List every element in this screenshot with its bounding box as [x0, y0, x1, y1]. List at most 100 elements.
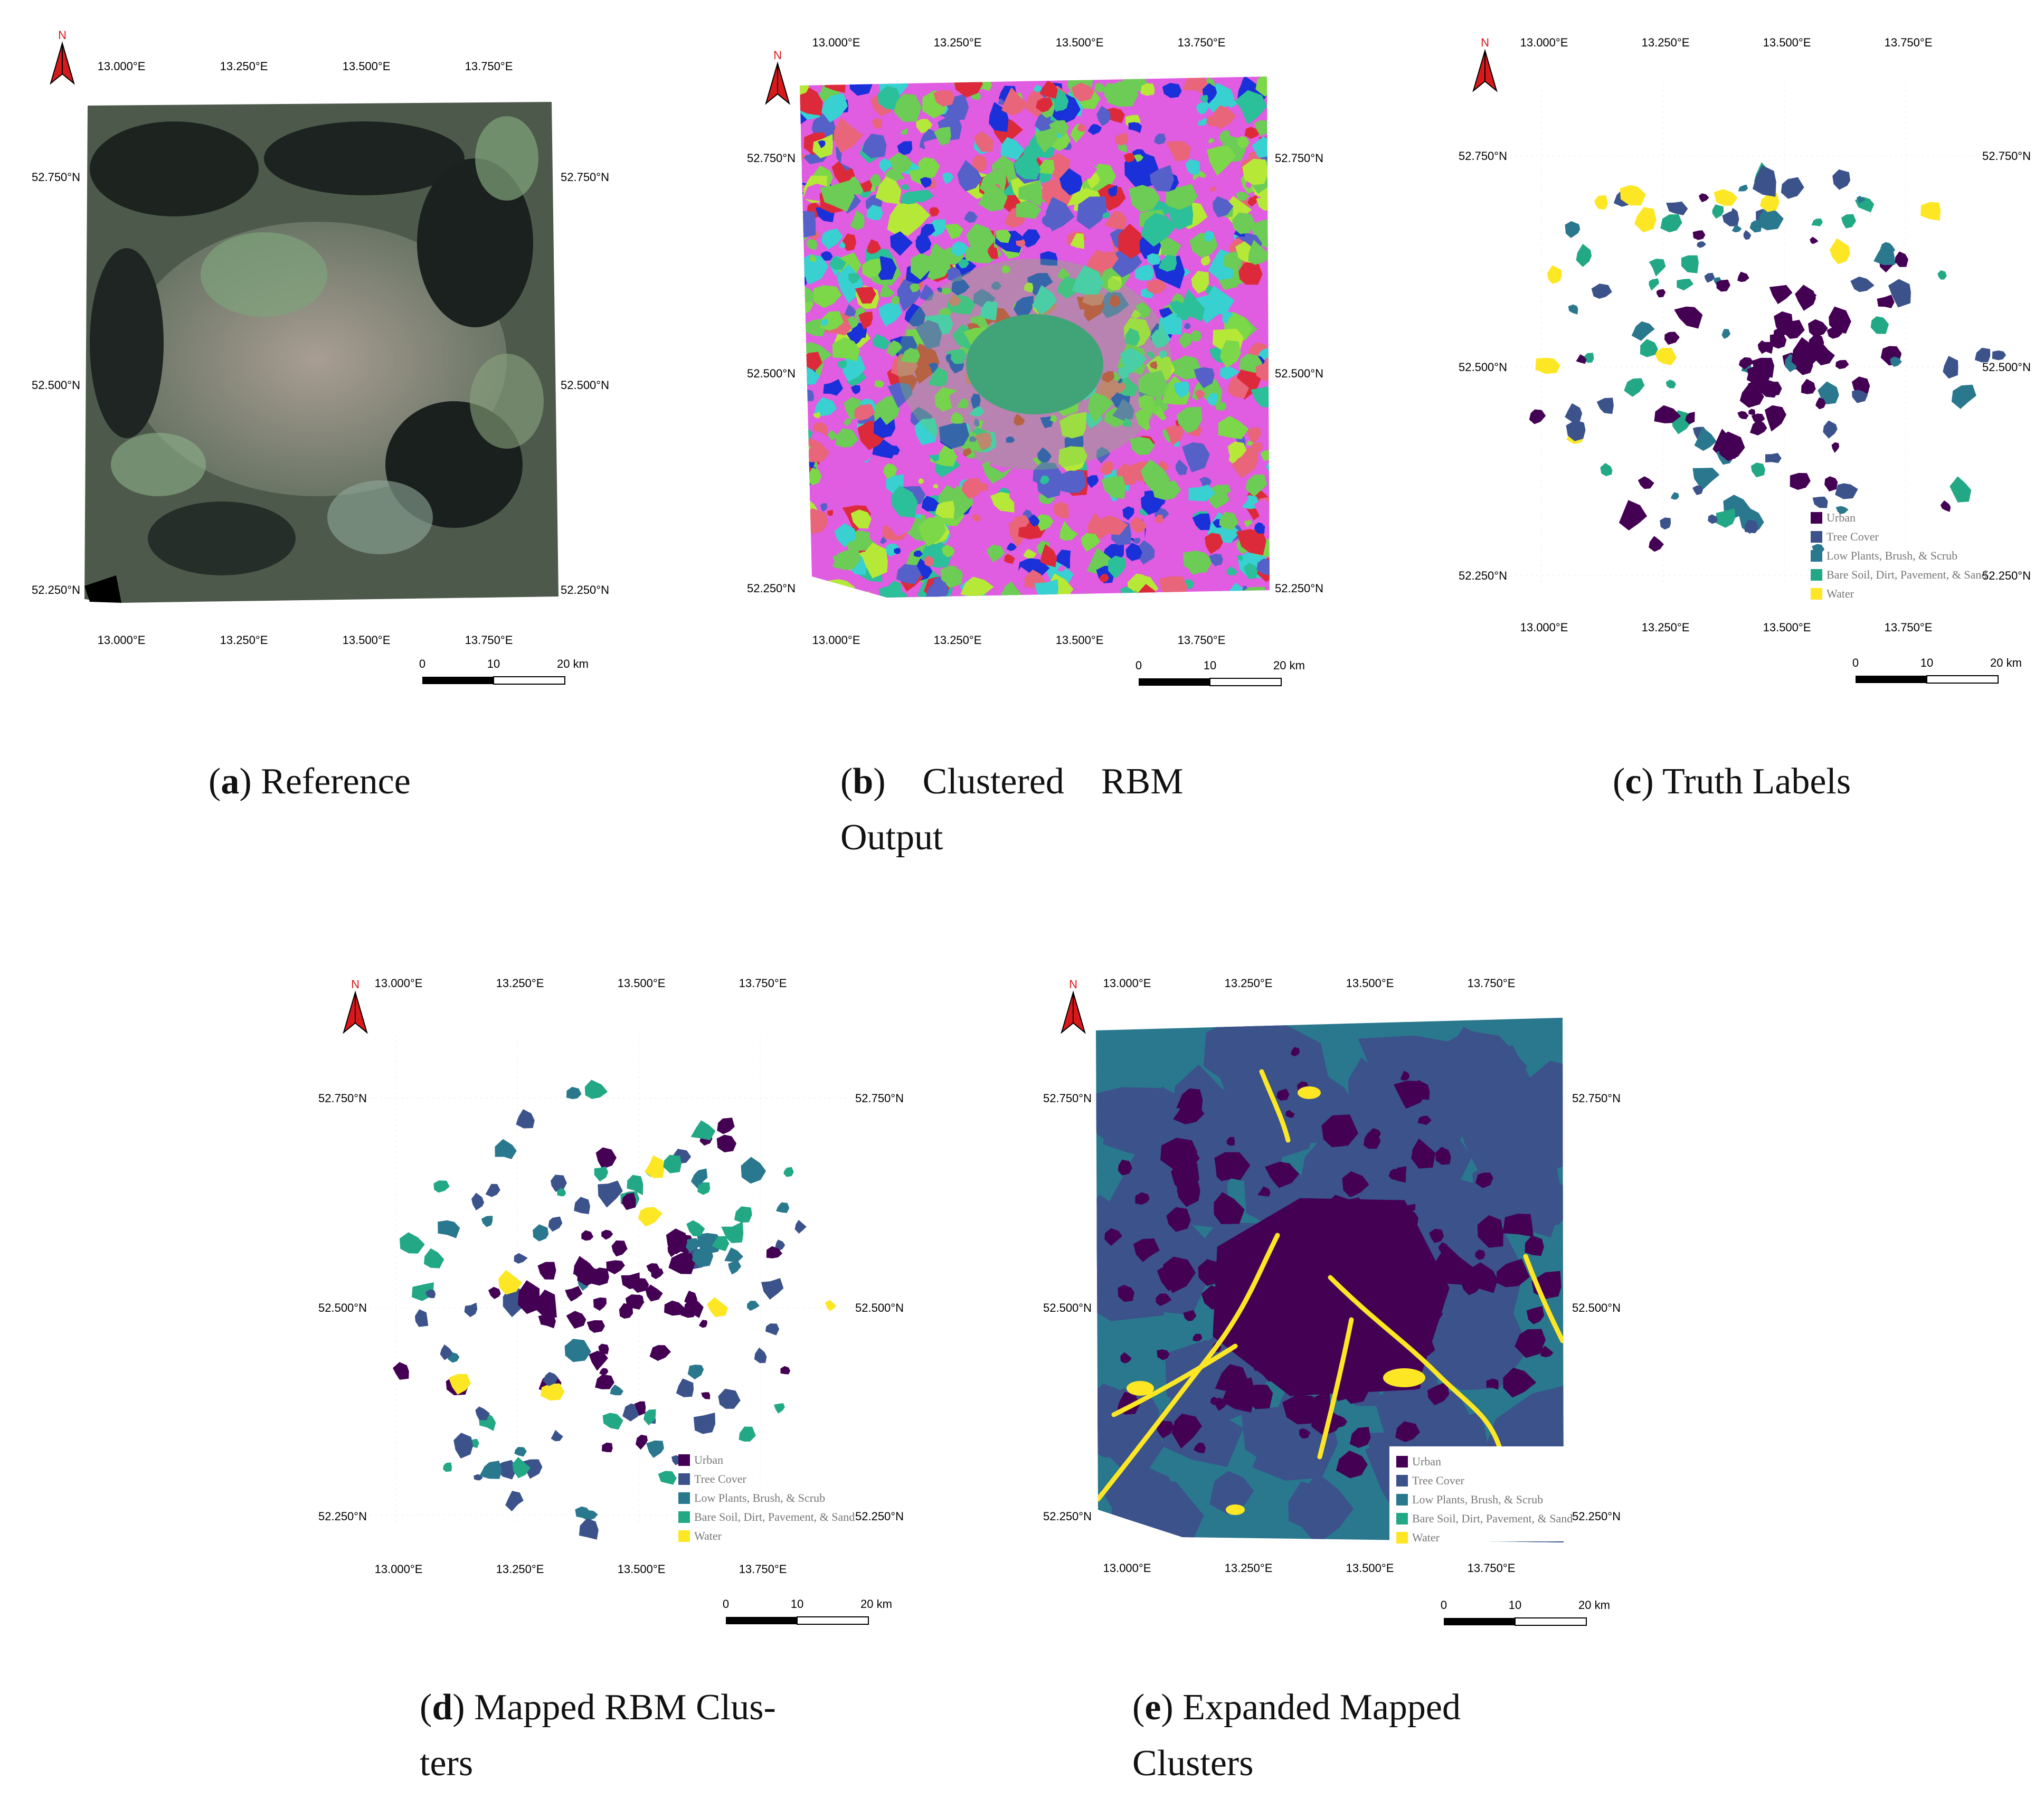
urban-patch: [1291, 1047, 1300, 1056]
urban-patch: [1338, 1375, 1369, 1404]
cluster-patch: [1037, 447, 1052, 463]
lon-tick: 13.000°E: [375, 977, 423, 990]
label-patch-bare-soil: [399, 1232, 425, 1254]
lat-tick: 52.500°N: [561, 378, 609, 392]
urban-patch: [1373, 1246, 1396, 1271]
label-patch-urban: [584, 1267, 603, 1283]
legend-swatch: [1396, 1532, 1408, 1544]
label-patch-bare-soil: [512, 1457, 531, 1479]
label-patch-bare-soil: [721, 1222, 744, 1243]
cluster-patch: [857, 591, 872, 598]
cluster-patch: [824, 77, 836, 84]
cluster-patch: [920, 284, 934, 301]
caption-text-line2: ters: [420, 1743, 474, 1784]
cluster-patch: [800, 276, 807, 291]
lat-tick: 52.750°N: [1043, 1092, 1092, 1105]
label-patch-urban: [1717, 431, 1745, 461]
cluster-patch: [1028, 514, 1040, 527]
cluster-patch: [971, 393, 981, 409]
cluster-patch: [850, 509, 872, 529]
label-patch-bare-soil: [1841, 214, 1857, 229]
cluster-patch: [800, 403, 805, 412]
label-patch-tree-cover: [1823, 420, 1838, 439]
cluster-patch: [1207, 393, 1218, 406]
urban-patch: [1400, 1209, 1418, 1227]
urban-patch: [1435, 1244, 1473, 1285]
lat-tick: 52.750°N: [32, 171, 80, 184]
label-patch-urban: [635, 1401, 646, 1416]
cluster-patch: [1165, 425, 1184, 446]
label-patch-tree-cover: [1781, 177, 1804, 199]
cluster-patch: [1014, 413, 1025, 426]
lat-tick: 52.750°N: [1572, 1092, 1621, 1105]
cluster-patch: [1118, 366, 1129, 380]
cluster-patch: [1108, 185, 1118, 197]
label-patch-tree-cover: [1730, 207, 1738, 219]
cluster-patch: [1226, 489, 1248, 514]
label-patch-tree-cover: [1704, 272, 1715, 283]
caption-text: Expanded Mapped: [1173, 1687, 1461, 1728]
urban-patch: [1133, 1238, 1160, 1262]
cluster-patch: [1227, 441, 1247, 461]
urban-patch: [1257, 1186, 1271, 1197]
label-patch-tree-cover: [1812, 496, 1828, 508]
lat-tick: 52.750°N: [855, 1092, 904, 1105]
cluster-patch: [877, 395, 900, 425]
label-patch-tree-cover: [1753, 165, 1776, 197]
cluster-patch: [1124, 328, 1140, 347]
label-patch-water: [1759, 193, 1780, 212]
cluster-patch: [950, 412, 964, 424]
cluster-patch: [1105, 108, 1125, 124]
legend-label: Bare Soil, Dirt, Pavement, & Sand: [1412, 1512, 1573, 1525]
label-patch-tree-cover: [1566, 420, 1586, 441]
cluster-patch: [913, 550, 923, 557]
cluster-patch: [1237, 136, 1250, 149]
label-patch-urban: [698, 1320, 707, 1328]
label-patch-low-plants: [1738, 184, 1748, 192]
label-patch-water: [448, 1374, 471, 1395]
cluster-patch: [1101, 476, 1126, 499]
legend-label: Urban: [1412, 1455, 1441, 1468]
label-patch-urban: [1795, 285, 1816, 311]
cluster-patch: [1238, 260, 1263, 285]
label-patch-bare-soil: [1624, 378, 1645, 397]
label-patch-urban: [1692, 230, 1706, 240]
label-patch-low-plants: [1873, 242, 1896, 266]
cluster-patch: [934, 127, 951, 146]
label-patch-bare-soil: [594, 1166, 609, 1182]
legend-swatch: [1396, 1475, 1408, 1486]
cluster-patch: [1213, 519, 1222, 528]
label-patch-low-plants: [438, 1220, 460, 1238]
cluster-patch: [949, 294, 961, 307]
lat-tick: 52.500°N: [1043, 1301, 1092, 1314]
urban-patch: [1135, 1192, 1150, 1205]
cluster-patch: [1236, 554, 1243, 561]
cluster-patch: [941, 519, 974, 551]
map-truth: N 13.000°E 13.250°E 13.500°E 13.750°E 13…: [1459, 36, 2031, 684]
label-patch-bare-soil: [783, 1167, 794, 1177]
north-arrow: N: [1472, 36, 1498, 92]
urban-patch: [1369, 1369, 1385, 1383]
cluster-patch: [972, 155, 987, 173]
scale-label: 10: [1920, 656, 1933, 669]
urban-patch: [1393, 1244, 1419, 1270]
urban-patch: [1265, 1161, 1300, 1188]
cluster-patch: [1244, 519, 1253, 528]
urban-patch: [1118, 1285, 1134, 1302]
cluster-patch: [1039, 81, 1058, 99]
cluster-patch: [1207, 285, 1235, 316]
cluster-patch: [1101, 371, 1115, 383]
urban-patch: [1355, 1338, 1375, 1356]
label-patch-urban: [1576, 354, 1587, 364]
water-body: [1298, 1086, 1321, 1099]
label-patch-bare-soil: [712, 1236, 730, 1252]
label-patch-low-plants: [564, 1339, 591, 1362]
label-patch-urban: [581, 1230, 594, 1241]
cluster-patch: [1182, 268, 1191, 277]
cluster-patch: [857, 450, 871, 462]
cluster-patch: [978, 181, 1008, 212]
cluster-patch: [800, 431, 806, 443]
cluster-patch: [935, 500, 955, 519]
label-patch-bare-soil: [1649, 259, 1666, 277]
cluster-patch: [835, 428, 859, 448]
